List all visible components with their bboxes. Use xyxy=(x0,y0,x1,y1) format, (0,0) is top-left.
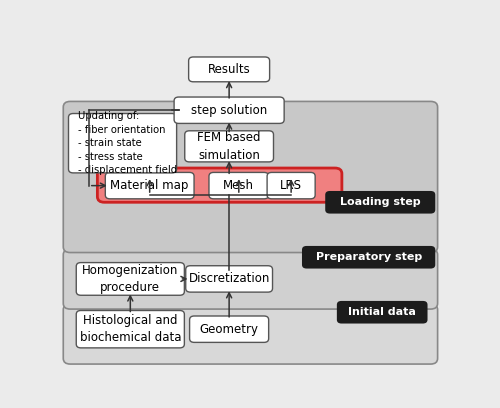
FancyBboxPatch shape xyxy=(325,191,436,213)
FancyBboxPatch shape xyxy=(188,57,270,82)
FancyBboxPatch shape xyxy=(76,310,184,348)
FancyBboxPatch shape xyxy=(64,249,438,309)
Text: LRS: LRS xyxy=(280,179,302,192)
FancyBboxPatch shape xyxy=(209,173,268,199)
Text: Homogenization
procedure: Homogenization procedure xyxy=(82,264,178,294)
Text: Preparatory step: Preparatory step xyxy=(316,252,422,262)
Text: Mesh: Mesh xyxy=(224,179,254,192)
Text: Material map: Material map xyxy=(110,179,189,192)
FancyBboxPatch shape xyxy=(190,316,268,342)
FancyBboxPatch shape xyxy=(302,246,436,268)
FancyBboxPatch shape xyxy=(185,131,274,162)
Text: Initial data: Initial data xyxy=(348,307,416,317)
Text: Discretization: Discretization xyxy=(188,273,270,286)
Text: Updating of:
- fiber orientation
- strain state
- stress state
- displacement fi: Updating of: - fiber orientation - strai… xyxy=(78,111,177,175)
Text: Loading step: Loading step xyxy=(340,197,420,207)
FancyBboxPatch shape xyxy=(64,102,438,253)
FancyBboxPatch shape xyxy=(76,263,184,295)
FancyBboxPatch shape xyxy=(64,304,438,364)
Text: FEM based
simulation: FEM based simulation xyxy=(198,131,261,162)
Text: Results: Results xyxy=(208,63,250,76)
Text: Geometry: Geometry xyxy=(200,323,258,336)
FancyBboxPatch shape xyxy=(174,97,284,123)
FancyBboxPatch shape xyxy=(68,113,176,173)
FancyBboxPatch shape xyxy=(267,173,315,199)
FancyBboxPatch shape xyxy=(98,168,342,202)
FancyBboxPatch shape xyxy=(106,173,194,199)
Text: Histological and
biochemical data: Histological and biochemical data xyxy=(80,314,181,344)
FancyBboxPatch shape xyxy=(186,266,272,292)
Text: step solution: step solution xyxy=(191,104,267,117)
FancyBboxPatch shape xyxy=(337,301,428,324)
